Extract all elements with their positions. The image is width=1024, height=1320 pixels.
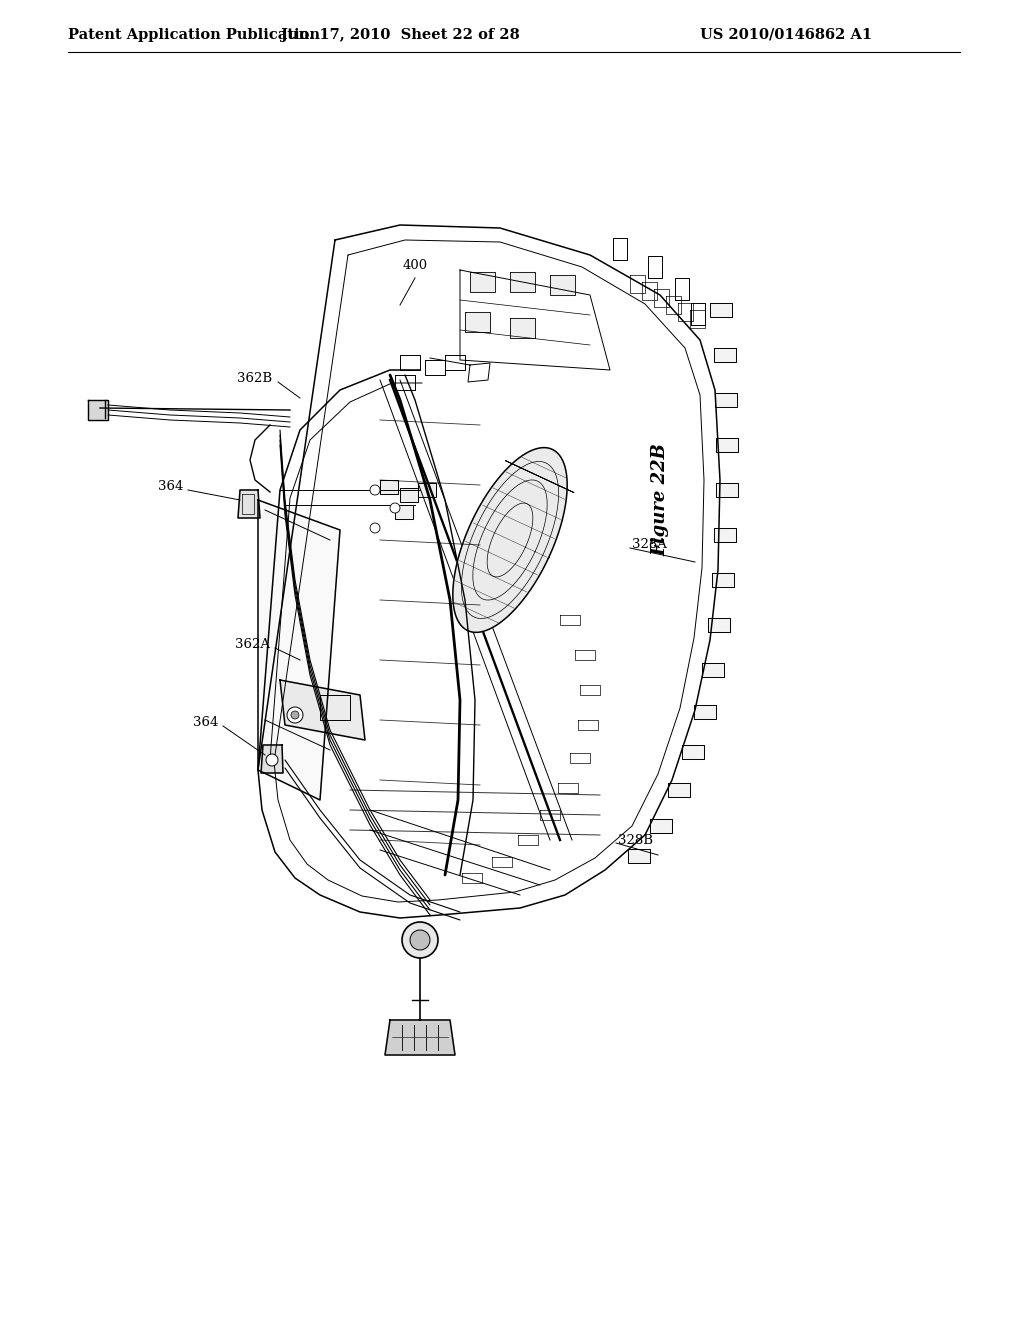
Circle shape: [266, 754, 278, 766]
Text: 362A: 362A: [234, 639, 270, 652]
Polygon shape: [258, 500, 340, 800]
Polygon shape: [668, 783, 690, 797]
Polygon shape: [510, 272, 535, 292]
Polygon shape: [694, 705, 716, 719]
Polygon shape: [261, 744, 283, 774]
Circle shape: [390, 503, 400, 513]
Circle shape: [370, 484, 380, 495]
Text: 364: 364: [158, 480, 183, 494]
Polygon shape: [712, 573, 734, 587]
Polygon shape: [715, 393, 737, 407]
Polygon shape: [470, 272, 495, 292]
Polygon shape: [708, 618, 730, 632]
Polygon shape: [280, 680, 365, 741]
Text: Jun. 17, 2010  Sheet 22 of 28: Jun. 17, 2010 Sheet 22 of 28: [281, 28, 519, 42]
Polygon shape: [465, 312, 490, 333]
Polygon shape: [710, 304, 732, 317]
Circle shape: [291, 711, 299, 719]
Text: 400: 400: [402, 259, 428, 272]
Polygon shape: [682, 744, 705, 759]
Polygon shape: [714, 348, 736, 362]
Polygon shape: [650, 818, 672, 833]
Text: Figure 22B: Figure 22B: [651, 444, 669, 557]
Polygon shape: [395, 506, 413, 519]
Polygon shape: [238, 490, 260, 517]
Polygon shape: [702, 663, 724, 677]
Text: 328B: 328B: [618, 833, 653, 846]
Polygon shape: [510, 318, 535, 338]
Polygon shape: [380, 480, 398, 494]
Polygon shape: [453, 447, 567, 632]
Polygon shape: [716, 438, 738, 451]
Text: 364: 364: [193, 717, 218, 730]
Polygon shape: [716, 483, 738, 498]
Polygon shape: [385, 1020, 455, 1055]
Text: 362B: 362B: [237, 371, 272, 384]
Polygon shape: [628, 849, 650, 863]
Circle shape: [287, 708, 303, 723]
Text: 328A: 328A: [632, 539, 667, 552]
Circle shape: [402, 921, 438, 958]
Polygon shape: [400, 488, 418, 502]
Polygon shape: [418, 483, 436, 498]
Polygon shape: [88, 400, 108, 420]
Text: Patent Application Publication: Patent Application Publication: [68, 28, 319, 42]
Circle shape: [370, 523, 380, 533]
Circle shape: [410, 931, 430, 950]
Polygon shape: [714, 528, 736, 543]
Text: US 2010/0146862 A1: US 2010/0146862 A1: [700, 28, 872, 42]
Polygon shape: [550, 275, 575, 294]
